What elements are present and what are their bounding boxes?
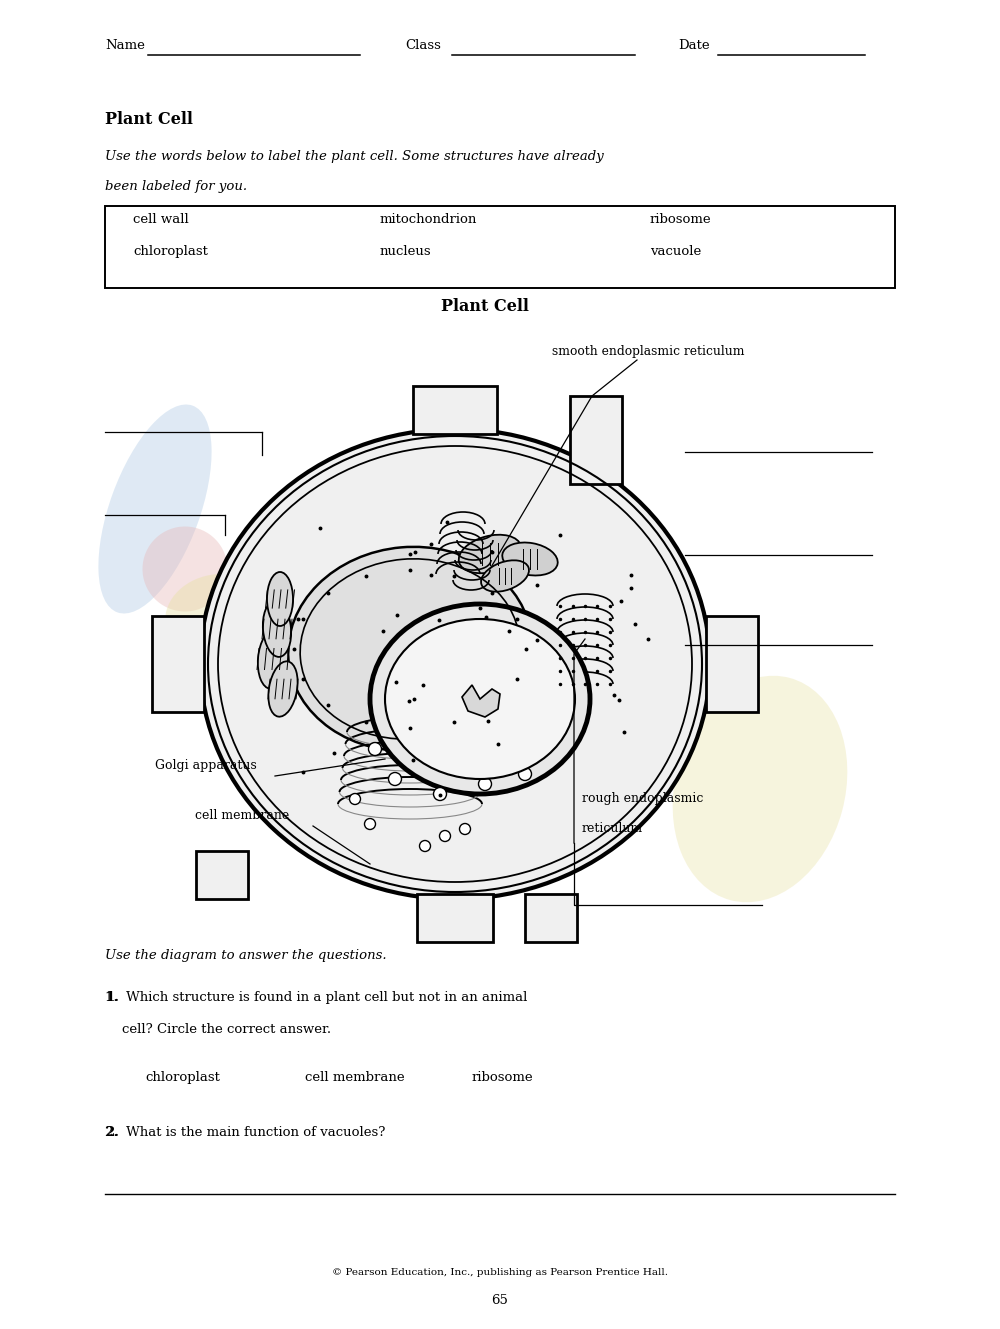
Ellipse shape [258, 629, 288, 688]
Bar [413, 385, 497, 435]
Circle shape [388, 772, 402, 785]
Text: cell membrane: cell membrane [195, 809, 289, 823]
Circle shape [418, 747, 432, 760]
Circle shape [453, 758, 466, 771]
Ellipse shape [502, 542, 558, 575]
Ellipse shape [288, 546, 532, 751]
Circle shape [433, 788, 446, 800]
Text: chloroplast: chloroplast [145, 1071, 220, 1084]
Circle shape [459, 824, 471, 835]
Text: nucleus: nucleus [380, 245, 432, 258]
Text: been labeled for you.: been labeled for you. [105, 179, 247, 193]
Bar [525, 894, 577, 942]
Bar [417, 894, 493, 942]
Text: cell? Circle the correct answer.: cell? Circle the correct answer. [105, 1023, 331, 1037]
Circle shape [518, 768, 532, 780]
Bar [196, 851, 248, 898]
Ellipse shape [385, 619, 575, 779]
Text: cell wall: cell wall [133, 213, 189, 226]
Text: © Pearson Education, Inc., publishing as Pearson Prentice Hall.: © Pearson Education, Inc., publishing as… [332, 1268, 668, 1277]
Text: smooth endoplasmic reticulum: smooth endoplasmic reticulum [552, 346, 744, 358]
Text: 65: 65 [492, 1294, 508, 1306]
Ellipse shape [165, 574, 275, 664]
Text: rough endoplasmic: rough endoplasmic [582, 792, 703, 805]
Text: 2.: 2. [105, 1126, 119, 1139]
Ellipse shape [459, 534, 521, 573]
Text: 1.: 1. [105, 991, 119, 1003]
Ellipse shape [200, 429, 710, 898]
Text: mitochondrion: mitochondrion [380, 213, 477, 226]
Text: chloroplast: chloroplast [133, 245, 208, 258]
Circle shape [498, 752, 512, 766]
Text: cell membrane: cell membrane [305, 1071, 405, 1084]
Circle shape [478, 777, 491, 791]
Circle shape [420, 840, 430, 852]
Ellipse shape [98, 404, 212, 614]
Ellipse shape [267, 571, 293, 626]
Ellipse shape [263, 601, 291, 657]
Text: ribosome: ribosome [472, 1071, 534, 1084]
Bar [152, 617, 204, 712]
Text: 1.  Which structure is found in a plant cell but not in an animal: 1. Which structure is found in a plant c… [105, 991, 527, 1003]
Text: Use the diagram to answer the questions.: Use the diagram to answer the questions. [105, 949, 387, 962]
Circle shape [350, 793, 360, 804]
Circle shape [364, 819, 376, 829]
FancyBboxPatch shape [105, 206, 895, 288]
Text: ribosome: ribosome [650, 213, 712, 226]
Text: vacuole: vacuole [650, 245, 701, 258]
Text: Use the words below to label the plant cell. Some structures have already: Use the words below to label the plant c… [105, 150, 604, 163]
Polygon shape [462, 684, 500, 718]
Circle shape [440, 831, 450, 841]
Bar [706, 617, 758, 712]
Bar [570, 396, 622, 484]
Text: reticulum: reticulum [582, 823, 643, 835]
Ellipse shape [268, 662, 298, 716]
Ellipse shape [673, 675, 847, 902]
Text: Plant Cell: Plant Cell [441, 298, 529, 315]
Text: 2.  What is the main function of vacuoles?: 2. What is the main function of vacuoles… [105, 1126, 385, 1139]
Text: Class: Class [405, 39, 441, 52]
Circle shape [368, 743, 382, 755]
Text: Date: Date [678, 39, 710, 52]
Text: Plant Cell: Plant Cell [105, 112, 193, 128]
Ellipse shape [370, 603, 590, 793]
Text: Golgi apparatus: Golgi apparatus [155, 759, 257, 772]
Text: Name: Name [105, 39, 145, 52]
Ellipse shape [481, 561, 529, 591]
Ellipse shape [142, 526, 228, 611]
